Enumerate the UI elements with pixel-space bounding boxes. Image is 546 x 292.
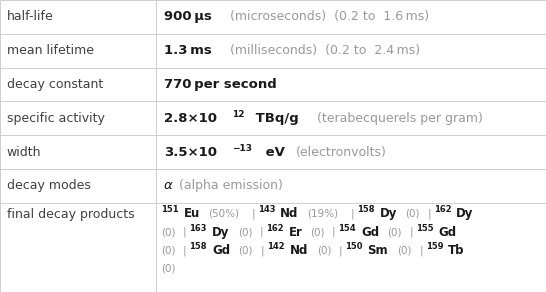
Text: eV: eV xyxy=(261,145,284,159)
Text: 770 per second: 770 per second xyxy=(164,78,277,91)
Text: 3.5×10: 3.5×10 xyxy=(164,145,217,159)
Text: Gd: Gd xyxy=(212,244,230,257)
Text: (0): (0) xyxy=(317,246,331,256)
Text: mean lifetime: mean lifetime xyxy=(7,44,93,57)
Text: (0): (0) xyxy=(397,246,412,256)
Text: 163: 163 xyxy=(189,224,207,233)
Text: |: | xyxy=(260,245,264,256)
Text: (0): (0) xyxy=(388,227,402,237)
Text: |: | xyxy=(260,227,263,237)
Text: |: | xyxy=(351,208,354,219)
Text: (terabecquerels per gram): (terabecquerels per gram) xyxy=(317,112,483,125)
Text: 162: 162 xyxy=(266,224,283,233)
Text: (alpha emission): (alpha emission) xyxy=(180,179,283,192)
Text: 1.3 ms: 1.3 ms xyxy=(164,44,211,57)
Text: (19%): (19%) xyxy=(307,209,339,219)
Text: |: | xyxy=(339,245,342,256)
Text: α: α xyxy=(164,179,173,192)
Text: |: | xyxy=(251,208,255,219)
Text: 162: 162 xyxy=(434,205,451,214)
Text: |: | xyxy=(183,245,187,256)
Text: |: | xyxy=(410,227,413,237)
Text: (0): (0) xyxy=(238,227,252,237)
Text: Nd: Nd xyxy=(290,244,308,257)
Text: 158: 158 xyxy=(189,242,207,251)
Text: (0): (0) xyxy=(310,227,324,237)
Text: −13: −13 xyxy=(232,144,252,153)
Text: 150: 150 xyxy=(345,242,363,251)
Text: Nd: Nd xyxy=(280,207,299,220)
Text: (0): (0) xyxy=(405,209,420,219)
Text: Dy: Dy xyxy=(456,207,474,220)
Text: |: | xyxy=(183,227,187,237)
Text: Gd: Gd xyxy=(361,226,379,239)
Text: 142: 142 xyxy=(267,242,284,251)
Text: 158: 158 xyxy=(357,205,375,214)
Text: 12: 12 xyxy=(232,110,245,119)
Text: Dy: Dy xyxy=(379,207,397,220)
Text: 151: 151 xyxy=(161,205,179,214)
Text: half-life: half-life xyxy=(7,11,54,23)
Text: (50%): (50%) xyxy=(208,209,239,219)
Text: 154: 154 xyxy=(338,224,356,233)
Text: final decay products: final decay products xyxy=(7,208,134,221)
Text: TBq/g: TBq/g xyxy=(251,112,299,125)
Text: 2.8×10: 2.8×10 xyxy=(164,112,217,125)
Text: (milliseconds)  (0.2 to  2.4 ms): (milliseconds) (0.2 to 2.4 ms) xyxy=(230,44,420,57)
Text: decay constant: decay constant xyxy=(7,78,103,91)
Text: Sm: Sm xyxy=(367,244,388,257)
Text: (0): (0) xyxy=(161,227,176,237)
Text: |: | xyxy=(427,208,431,219)
Text: Tb: Tb xyxy=(448,244,465,257)
Text: Gd: Gd xyxy=(438,226,457,239)
Text: 900 μs: 900 μs xyxy=(164,11,212,23)
Text: (0): (0) xyxy=(161,264,176,274)
Text: 159: 159 xyxy=(426,242,443,251)
Text: Er: Er xyxy=(289,226,302,239)
Text: Eu: Eu xyxy=(184,207,200,220)
Text: decay modes: decay modes xyxy=(7,179,91,192)
Text: (microseconds)  (0.2 to  1.6 ms): (microseconds) (0.2 to 1.6 ms) xyxy=(230,11,429,23)
Text: (0): (0) xyxy=(161,246,176,256)
Text: 155: 155 xyxy=(416,224,434,233)
Text: width: width xyxy=(7,145,41,159)
Text: Dy: Dy xyxy=(212,226,229,239)
Text: 143: 143 xyxy=(258,205,275,214)
Text: (0): (0) xyxy=(239,246,253,256)
Text: specific activity: specific activity xyxy=(7,112,104,125)
Text: |: | xyxy=(419,245,423,256)
Text: (electronvolts): (electronvolts) xyxy=(296,145,387,159)
Text: |: | xyxy=(332,227,335,237)
